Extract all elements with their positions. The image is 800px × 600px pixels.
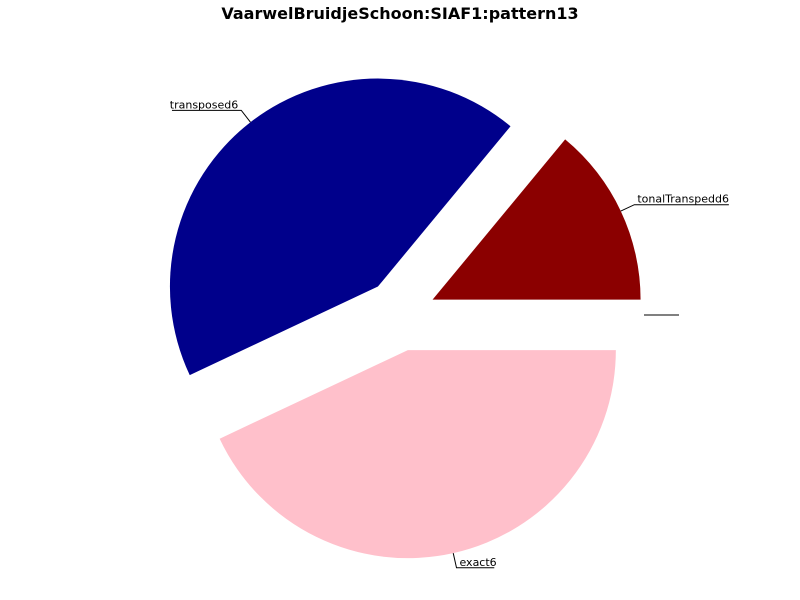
pie-slice-exact6 <box>219 350 616 559</box>
slice-label-tonaltranspedd6: tonalTranspedd6 <box>637 193 729 206</box>
chart-title: VaarwelBruidjeSchoon:SIAF1:pattern13 <box>221 4 578 23</box>
pie-slices <box>169 78 641 559</box>
pie-slice-tonaltranspedd6 <box>432 139 641 300</box>
leader-line-transposed6 <box>171 109 251 123</box>
slice-label-exact6: exact6 <box>459 556 496 569</box>
pie-labels: tonalTranspedd6 transposed6 exact6 <box>170 98 729 568</box>
slice-label-transposed6: transposed6 <box>170 98 238 111</box>
leader-line-tonaltranspedd6 <box>620 204 729 212</box>
leader-line-exact6 <box>452 553 495 569</box>
pie-slice-transposed6 <box>169 78 511 376</box>
